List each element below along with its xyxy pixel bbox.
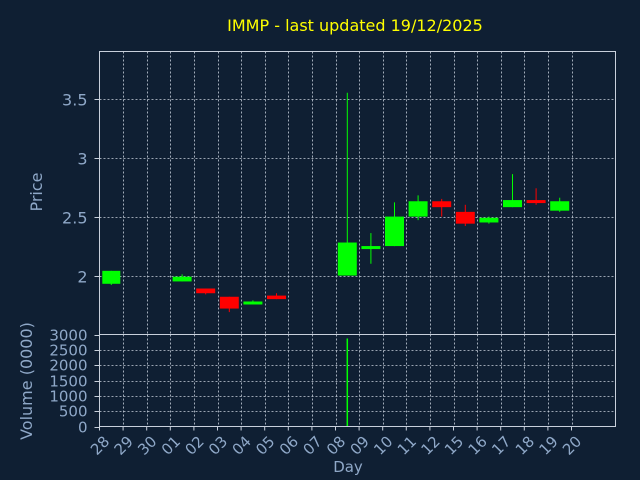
candle-body (102, 270, 121, 284)
x-tick-label: 28 (87, 433, 113, 459)
candle-body (526, 200, 546, 204)
volume-tick-label: 3000 (49, 327, 87, 345)
candle-body (243, 301, 263, 305)
x-tick-label: 15 (441, 433, 467, 459)
candle-03 (219, 296, 239, 313)
x-tick-label: 06 (276, 433, 302, 459)
volume-grid (99, 334, 616, 427)
x-tick-label: 03 (205, 433, 231, 459)
volume-tick-label: 1000 (49, 388, 87, 406)
candles (102, 92, 570, 313)
x-tick-label: 29 (111, 433, 137, 459)
x-tick-label: 30 (134, 433, 160, 459)
x-tick-label: 17 (488, 433, 514, 459)
volume-axis-label: Volume (0000) (17, 322, 36, 440)
x-tick-label: 19 (535, 433, 561, 459)
x-tick-label: 12 (417, 433, 443, 459)
price-tick-label: 3 (77, 150, 87, 169)
x-tick-label: 01 (158, 433, 184, 459)
volume-tick-label: 0 (78, 419, 88, 437)
candle-12 (432, 198, 452, 217)
candle-body (361, 246, 381, 250)
candle-body (337, 242, 357, 276)
candle-18 (526, 188, 546, 205)
candle-body (479, 217, 499, 223)
candle-body (196, 288, 216, 294)
candle-17 (503, 174, 522, 208)
price-axis-label: Price (27, 172, 46, 211)
candle-16 (479, 216, 499, 224)
chart-title: IMMP - last updated 19/12/2025 (227, 16, 483, 35)
price-tick-label: 2.5 (62, 209, 87, 228)
candle-09 (361, 233, 381, 264)
x-tick-label: 08 (323, 433, 349, 459)
x-tick-label: 05 (252, 433, 278, 459)
x-tick-label: 09 (347, 433, 373, 459)
x-tick-label: 16 (465, 433, 491, 459)
candle-10 (385, 202, 404, 247)
candle-body (219, 296, 239, 309)
x-tick-label: 10 (370, 433, 396, 459)
candle-15 (455, 204, 475, 227)
candle-01 (172, 274, 192, 282)
x-axis-label: Day (333, 458, 363, 476)
candle-02 (196, 288, 216, 295)
candle-19 (550, 197, 570, 212)
candle-body (385, 216, 404, 247)
volume-tick-label: 500 (59, 403, 88, 421)
volume-panel-frame (99, 334, 616, 427)
x-tick-label: 11 (394, 433, 420, 459)
candle-08 (337, 92, 357, 276)
candle-body (503, 200, 522, 208)
price-grid (99, 51, 616, 335)
candle-body (172, 276, 192, 282)
candle-body (455, 211, 475, 224)
price-tick-label: 2 (77, 268, 87, 287)
candle-04 (243, 300, 263, 305)
candle-body (267, 295, 286, 300)
price-tick-label: 3.5 (62, 91, 87, 110)
price-panel-frame (99, 51, 616, 335)
x-tick-label: 18 (512, 433, 538, 459)
volume-tick-label: 1500 (49, 373, 87, 391)
volume-tick-label: 2500 (49, 342, 87, 360)
candle-05 (267, 293, 286, 300)
price-y-axis: 2 2.5 3 3.5 (62, 91, 100, 287)
x-tick-label: 02 (181, 433, 207, 459)
candle-body (432, 201, 452, 208)
volume-tick-label: 2000 (49, 357, 87, 375)
candle-11 (408, 195, 428, 221)
candle-28 (102, 270, 121, 285)
x-axis: 2829300102030405060708091011121516171819… (87, 426, 585, 459)
x-tick-label: 04 (229, 433, 255, 459)
x-tick-label: 07 (299, 433, 325, 459)
candle-body (550, 201, 570, 211)
candle-body (408, 201, 428, 217)
x-tick-label: 20 (559, 433, 585, 459)
